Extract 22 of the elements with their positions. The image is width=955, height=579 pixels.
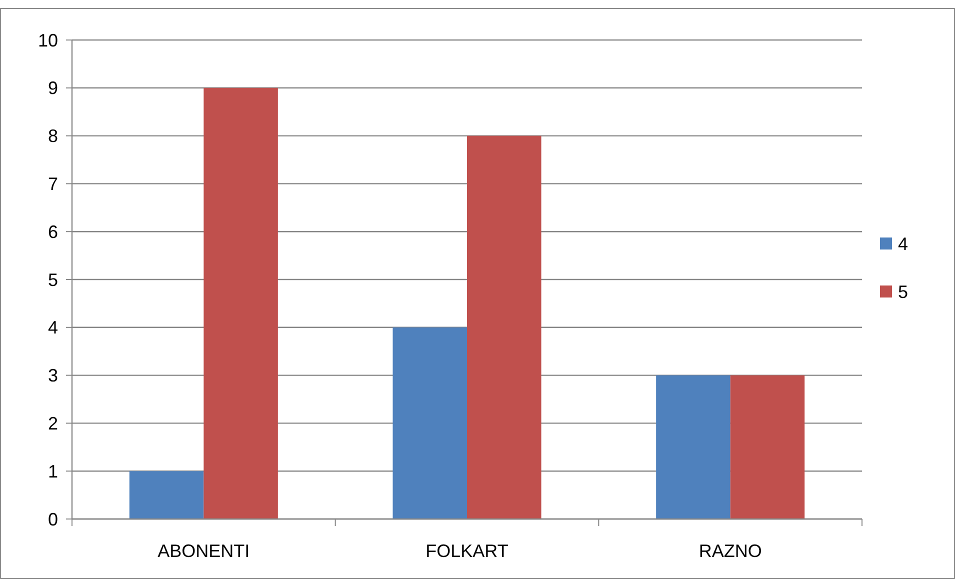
legend-label: 5 xyxy=(898,282,908,302)
bar xyxy=(656,375,730,519)
y-tick-label: 3 xyxy=(48,366,58,386)
y-tick-label: 9 xyxy=(48,78,58,98)
y-tick-label: 5 xyxy=(48,270,58,290)
y-tick-label: 1 xyxy=(48,461,58,482)
y-tick-label: 10 xyxy=(38,30,58,50)
legend-label: 4 xyxy=(898,234,908,254)
y-tick-label: 6 xyxy=(48,222,58,242)
x-tick-label: RAZNO xyxy=(698,541,762,561)
y-tick-label: 4 xyxy=(48,318,58,338)
y-tick-label: 0 xyxy=(48,509,58,530)
y-tick-label: 8 xyxy=(48,126,58,146)
x-tick-label: ABONENTI xyxy=(158,541,250,561)
x-tick-label: FOLKART xyxy=(426,541,508,561)
y-tick-label: 2 xyxy=(48,414,58,434)
bar xyxy=(204,88,278,519)
bar xyxy=(129,471,204,519)
bar xyxy=(730,375,805,519)
y-tick-label: 7 xyxy=(48,174,58,194)
bar xyxy=(467,136,542,519)
bar xyxy=(392,327,467,519)
